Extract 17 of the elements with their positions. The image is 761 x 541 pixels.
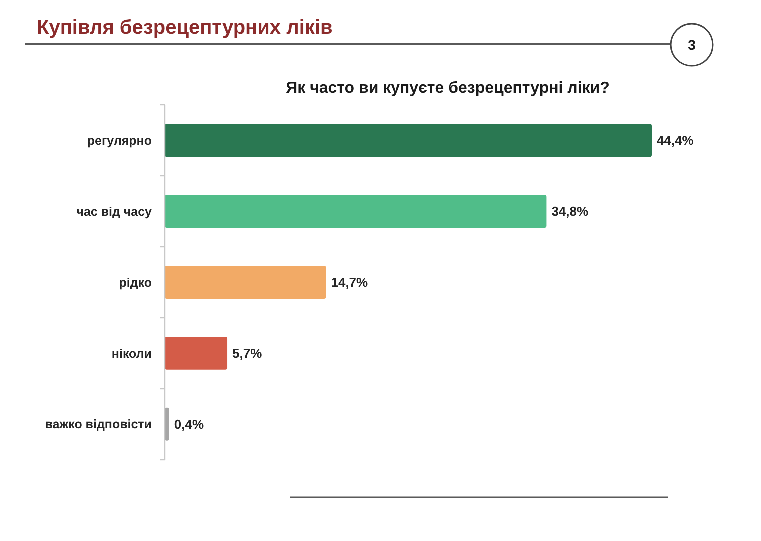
data-label: 34,8% [552,204,590,220]
data-label: 5,7% [232,346,263,361]
chart-title: Купівля безрецептурних ліків [37,17,333,39]
data-label: 14,7% [331,275,369,290]
bar [165,195,547,228]
y-tick-label: рідко [119,276,152,290]
data-label: 0,4% [174,416,204,432]
bar [165,266,326,299]
bar [165,336,228,370]
data-label: 44,4% [657,133,694,148]
y-tick-label: час від часу [76,204,152,219]
y-tick-label: регулярно [87,134,152,148]
bar [165,124,652,158]
y-tick-label: ніколи [112,346,152,361]
chart-subtitle: Як часто ви купуєте безрецептурні ліки? [286,80,610,97]
text: 3 [688,36,696,53]
y-tick-label: важко відповісти [45,418,152,432]
